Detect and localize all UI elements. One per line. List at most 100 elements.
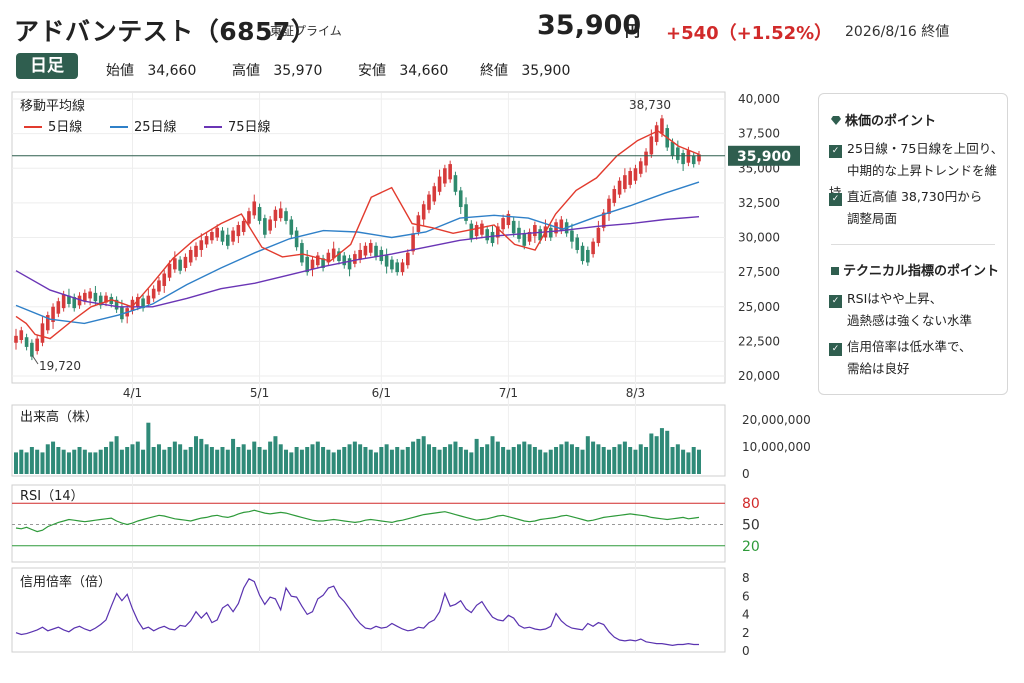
price-point-2-line1: 直近高値 38,730円から: [847, 189, 983, 204]
volume-bar: [389, 449, 394, 474]
volume-bar: [284, 449, 289, 474]
volume-bar: [395, 447, 400, 474]
volume-bar: [305, 447, 310, 474]
volume-bar: [268, 441, 273, 474]
volume-bar: [543, 452, 548, 474]
candle-body: [601, 212, 606, 228]
volume-bar: [336, 449, 341, 474]
candle-body: [517, 227, 521, 239]
volume-bar: [575, 447, 580, 474]
volume-bar: [82, 449, 87, 474]
candle-body: [548, 227, 553, 238]
candle-body: [432, 186, 437, 202]
volume-bar: [686, 452, 691, 474]
volume-bar: [104, 447, 109, 474]
volume-bar: [601, 447, 606, 474]
volume-bar: [564, 441, 569, 474]
volume-bar: [61, 449, 66, 474]
ohlc-open: 始値 34,660: [106, 60, 196, 80]
candle-body: [199, 240, 204, 250]
technical-point-item-2: ✓ 信用倍率は低水準で、 需給は良好: [829, 336, 972, 380]
check-icon: ✓: [829, 295, 842, 308]
candle-body: [691, 155, 696, 165]
candle-body: [411, 233, 415, 252]
candle-body: [284, 211, 288, 221]
rsi-level-label: 20: [742, 539, 760, 555]
volume-bar: [162, 449, 167, 474]
volume-bar: [638, 444, 643, 474]
candle-body: [45, 315, 50, 331]
volume-bar: [405, 447, 410, 474]
candle-body: [676, 147, 680, 160]
candle-body: [474, 225, 479, 237]
price-point-1-line1: 25日線・75日線を上回り、: [847, 141, 1004, 156]
check-icon: ✓: [829, 343, 842, 356]
diamond-icon: [831, 116, 841, 125]
annotation-low: 19,720: [39, 359, 81, 373]
volume-bar: [379, 447, 384, 474]
volume-bar: [326, 449, 331, 474]
candle-body: [305, 256, 310, 273]
candle-body: [506, 213, 511, 226]
last-price-tag: [728, 145, 800, 166]
volume-bar: [474, 438, 479, 474]
volume-bar: [554, 447, 559, 474]
volume-bar: [56, 447, 61, 474]
ohlc-open-value: 34,660: [147, 63, 197, 79]
volume-bar: [40, 452, 45, 474]
candle-body: [570, 230, 574, 242]
volume-bar: [14, 452, 18, 474]
volume-bar: [209, 447, 214, 474]
volume-bar: [172, 441, 177, 474]
candle-body: [310, 259, 315, 270]
candle-body: [511, 220, 516, 234]
legend-label: 25日線: [134, 119, 177, 135]
volume-bar: [453, 441, 458, 474]
price-point-item-1: ✓25日線・75日線を上回り、中期的な上昇トレンドを維持: [829, 138, 1007, 204]
candle-body: [204, 236, 209, 245]
volume-bar: [315, 441, 320, 474]
candle-body: [278, 208, 283, 219]
volume-bar: [580, 449, 585, 474]
price-y-tick: 20,000: [738, 369, 780, 383]
candle-body: [215, 227, 219, 238]
volume-bar: [66, 452, 71, 474]
price-y-tick: 37,500: [738, 127, 780, 141]
volume-bar: [257, 447, 262, 474]
candle-body: [628, 171, 632, 185]
candle-body: [453, 175, 458, 192]
candle-body: [35, 338, 39, 352]
candle-body: [157, 280, 161, 292]
candle-body: [210, 231, 214, 241]
volume-bar: [278, 444, 283, 474]
volume-bar: [141, 449, 146, 474]
points-sidebar: 株価のポイント ✓25日線・75日線を上回り、中期的な上昇トレンドを維持 ✓直近…: [818, 93, 1008, 395]
candle-body: [231, 230, 235, 242]
candle-body: [268, 219, 272, 231]
volume-panel-title: 出来高（株）: [20, 409, 98, 425]
technical-point-2-line2: 需給は良好: [847, 361, 910, 376]
period-daily-button[interactable]: 日足: [16, 53, 78, 79]
price-y-tick: 30,000: [738, 231, 780, 245]
margin-panel-title: 信用倍率（倍）: [20, 574, 111, 590]
candle-body: [183, 256, 188, 268]
volume-bar: [448, 444, 453, 474]
candle-body: [580, 245, 585, 262]
candle-body: [480, 223, 484, 235]
volume-bar: [516, 444, 521, 474]
candle-body: [194, 245, 198, 257]
volume-bar: [156, 444, 161, 474]
price-point-2-line2: 調整局面: [847, 211, 898, 226]
volume-bar: [146, 422, 151, 474]
candle-body: [321, 258, 325, 268]
technical-points-title: テクニカル指標のポイント: [843, 264, 1000, 279]
candle-body: [241, 220, 246, 232]
volume-bar: [88, 452, 93, 474]
volume-bar: [527, 444, 532, 474]
volume-bar: [644, 447, 649, 474]
volume-bar: [72, 449, 77, 474]
volume-bar: [522, 441, 527, 474]
candle-body: [19, 330, 24, 340]
volume-bar: [347, 444, 352, 474]
volume-bar: [591, 441, 596, 474]
